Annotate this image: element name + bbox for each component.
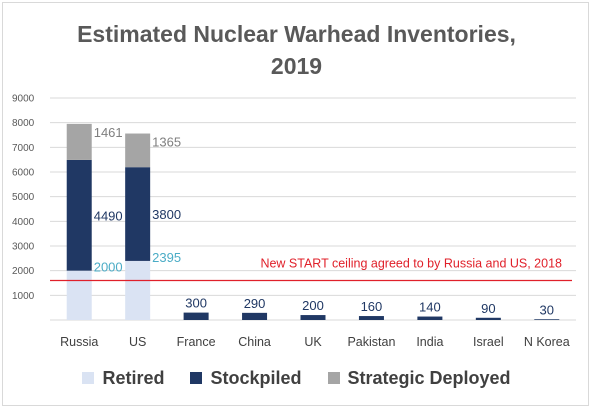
bar-stockpiled-india [417, 316, 443, 320]
legend-swatch-stockpiled [190, 372, 203, 384]
y-tick-label: 3000 [12, 242, 35, 253]
data-label: 300 [185, 296, 207, 311]
data-label: 2395 [152, 250, 181, 265]
bar-stockpiled-n-korea [534, 319, 560, 320]
legend-swatch-strategic-deployed [327, 372, 340, 384]
chart-title-line-1: Estimated Nuclear Warhead Inventories, [77, 21, 516, 47]
bar-stockpiled-israel [475, 317, 501, 320]
reference-line-label: New START ceiling agreed to by Russia an… [260, 257, 562, 271]
bar-stockpiled-france [183, 312, 209, 320]
legend-label-retired: Retired [102, 367, 165, 388]
legend-item-stockpiled: Stockpiled [190, 367, 302, 389]
chart-legend: Retired Stockpiled Strategic Deployed [0, 366, 593, 390]
bar-retired-russia [66, 270, 92, 320]
y-tick-label: 9000 [12, 94, 35, 105]
legend-label-stockpiled: Stockpiled [210, 367, 302, 388]
y-tick-label: 7000 [12, 143, 35, 154]
y-tick-label: 2000 [12, 266, 35, 277]
y-tick-label: 5000 [12, 192, 35, 203]
chart-frame [2, 2, 589, 406]
bar-retired-us [125, 260, 151, 320]
x-tick-label: N Korea [524, 335, 570, 349]
bar-stockpiled-china [242, 312, 268, 320]
legend-label-strategic-deployed: Strategic Deployed [347, 367, 511, 388]
y-tick-label: 6000 [12, 168, 35, 179]
y-tick-label: 4000 [12, 217, 35, 228]
bar-stockpiled-us [125, 167, 151, 261]
y-tick-label: 8000 [12, 118, 35, 129]
bar-stockpiled-russia [66, 159, 92, 271]
data-label: 140 [419, 300, 441, 315]
chart-title: Estimated Nuclear Warhead Inventories, 2… [0, 18, 593, 82]
x-tick-label: Israel [473, 335, 504, 349]
data-label: 1365 [152, 135, 181, 150]
data-label: 30 [540, 302, 554, 317]
chart-title-line-2: 2019 [270, 53, 323, 79]
data-label: 200 [302, 298, 324, 313]
data-label: 4490 [94, 208, 123, 223]
bar-strategic-deployed-us [125, 133, 151, 168]
y-tick-label: 1000 [12, 291, 35, 302]
x-tick-label: India [416, 335, 443, 349]
data-label: 1461 [94, 125, 123, 140]
x-tick-label: Russia [60, 335, 98, 349]
x-tick-label: Pakistan [347, 335, 395, 349]
data-label: 160 [361, 299, 383, 314]
x-tick-label: China [238, 335, 271, 349]
data-label: 290 [244, 296, 266, 311]
data-label: 90 [481, 301, 495, 316]
x-tick-label: France [177, 335, 216, 349]
bar-strategic-deployed-russia [66, 123, 92, 160]
data-label: 3800 [152, 207, 181, 222]
x-tick-label: US [129, 335, 146, 349]
bar-stockpiled-uk [300, 315, 326, 320]
legend-item-retired: Retired [82, 368, 164, 389]
x-tick-label: UK [304, 335, 322, 349]
legend-item-strategic-deployed: Strategic Deployed [327, 367, 511, 389]
bar-stockpiled-pakistan [358, 316, 384, 320]
legend-swatch-retired [82, 372, 95, 384]
data-label: 2000 [94, 260, 123, 275]
